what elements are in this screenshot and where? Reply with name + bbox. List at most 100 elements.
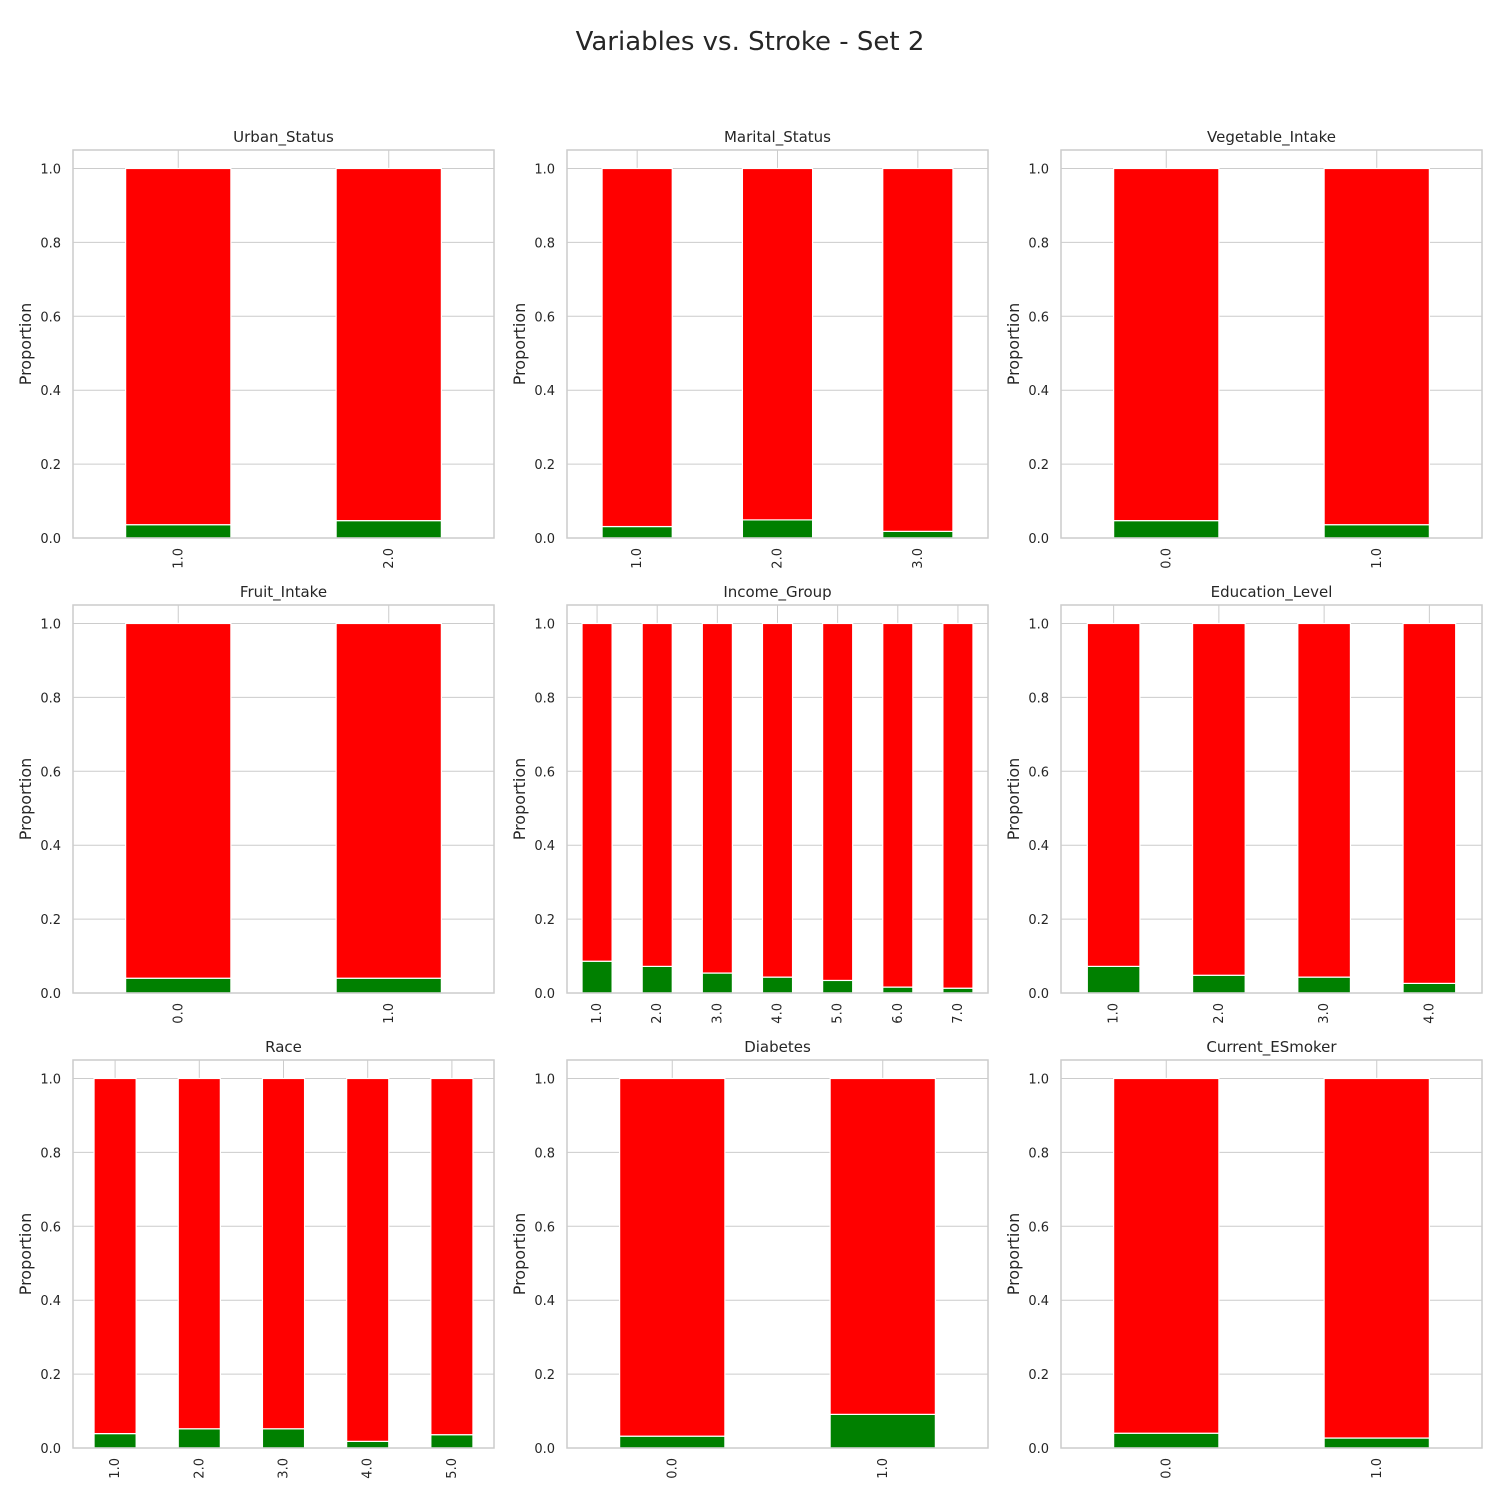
y-tick-label: 0.8 [534,691,555,706]
subplot-title: Vegetable_Intake [1207,128,1336,147]
bar-segment-2.0-series-0 [1191,974,1246,994]
bar-segment-1.0-series-0 [335,977,442,994]
bar-segment-1.0-series-1 [125,167,232,526]
y-tick-label: 0.6 [40,1220,61,1235]
bar-segment-0.0-series-0 [1113,1432,1220,1449]
y-tick-label: 0.2 [40,1368,61,1383]
y-tick-label: 0.2 [534,458,555,473]
bar-segment-1.0-series-1 [581,622,613,962]
bar-segment-2.0-series-1 [741,167,814,521]
bar-segment-1.0-series-0 [1323,1437,1430,1449]
subplot-title: Income_Group [723,583,831,602]
x-tick-label: 7.0 [951,1003,966,1024]
bar-segment-1.0-series-1 [1323,1077,1430,1439]
y-tick-label: 0.8 [40,691,61,706]
y-tick-label: 0.4 [534,839,555,854]
bar-segment-3.0-series-0 [882,530,954,539]
bar-segment-3.0-series-0 [261,1428,306,1449]
bar-segment-1.0-series-0 [581,960,613,994]
y-tick-label: 1.0 [534,162,555,177]
y-tick-label: 0.8 [1028,691,1049,706]
bar-segment-4.0-series-0 [346,1440,390,1449]
x-tick-label: 3.0 [710,1003,725,1024]
x-tick-label: 3.0 [277,1458,292,1479]
y-tick-label: 0.0 [40,1442,61,1457]
x-tick-label: 4.0 [1422,1003,1437,1024]
y-tick-label: 0.0 [534,987,555,1002]
bar-segment-2.0-series-1 [335,167,442,522]
bar-segment-6.0-series-0 [882,986,914,994]
bar-segment-3.0-series-1 [1297,622,1352,978]
bar-segment-0.0-series-1 [125,622,232,979]
bar-segment-3.0-series-0 [1297,976,1352,994]
x-tick-label: 1.0 [1370,1458,1385,1479]
bar-segment-0.0-series-1 [1113,167,1220,522]
y-tick-label: 0.2 [534,1368,555,1383]
axes-frame [72,604,495,994]
y-axis-label: Proportion [510,303,529,386]
bar-segment-4.0-series-1 [346,1077,390,1442]
bar-segment-0.0-series-0 [125,977,232,994]
bar-segment-6.0-series-1 [882,622,914,988]
y-tick-label: 0.4 [40,1294,61,1309]
bar-segment-1.0-series-1 [1086,622,1141,967]
x-tick-label: 1.0 [1370,548,1385,569]
y-tick-label: 0.0 [1028,532,1049,547]
y-tick-label: 0.6 [40,310,61,325]
subplot-title: Race [265,1038,302,1056]
subplot-4: 0.0 0.2 0.4 0.6 0.8 1.0 1.0 2.0 3.0 4.0 5.0 6.0 7.0 I… [510,583,989,1024]
bar-segment-2.0-series-0 [641,965,673,994]
subplot-title: Education_Level [1211,583,1333,602]
y-tick-label: 0.0 [40,532,61,547]
bar-segment-1.0-series-0 [601,525,673,539]
y-tick-label: 0.6 [1028,310,1049,325]
y-axis-label: Proportion [1004,303,1023,386]
y-tick-label: 0.6 [1028,765,1049,780]
axes-frame [72,149,495,539]
axes-frame [1060,1059,1483,1449]
subplot-5: 0.0 0.2 0.4 0.6 0.8 1.0 1.0 2.0 3.0 4.0 Education_… [1004,583,1483,1024]
y-tick-label: 1.0 [534,1072,555,1087]
y-tick-label: 0.2 [534,913,555,928]
y-tick-label: 0.8 [1028,1146,1049,1161]
y-tick-label: 0.2 [40,913,61,928]
axes-frame [566,1059,989,1449]
y-tick-label: 0.8 [40,236,61,251]
bar-segment-5.0-series-0 [430,1434,474,1449]
x-tick-label: 1.0 [630,548,645,569]
y-tick-label: 0.4 [534,1294,555,1309]
subplot-title: Marital_Status [724,128,831,147]
x-tick-label: 1.0 [590,1003,605,1024]
bar-segment-1.0-series-1 [93,1077,137,1435]
x-tick-label: 1.0 [108,1458,123,1479]
bar-segment-3.0-series-1 [261,1077,306,1430]
x-tick-label: 5.0 [831,1003,846,1024]
bar-segment-1.0-series-1 [1323,167,1430,526]
y-tick-label: 0.6 [534,765,555,780]
subplot-8: 0.0 0.2 0.4 0.6 0.8 1.0 0.0 1.0 Current_ESmoker P… [1004,1038,1483,1479]
subplot-7: 0.0 0.2 0.4 0.6 0.8 1.0 0.0 1.0 Diabetes Proporti… [510,1038,989,1479]
y-tick-label: 1.0 [1028,162,1049,177]
x-tick-label: 2.0 [650,1003,665,1024]
y-tick-label: 0.0 [534,1442,555,1457]
x-tick-label: 0.0 [171,1003,186,1024]
y-axis-label: Proportion [1004,758,1023,841]
y-tick-label: 0.4 [1028,839,1049,854]
axes-frame [72,1059,495,1449]
bar-segment-0.0-series-0 [619,1435,726,1449]
y-tick-label: 0.6 [534,1220,555,1235]
bar-segment-2.0-series-1 [177,1077,221,1430]
subplot-title: Fruit_Intake [240,583,327,602]
y-tick-label: 0.6 [1028,1220,1049,1235]
bar-segment-1.0-series-1 [601,167,673,528]
y-tick-label: 0.0 [40,987,61,1002]
subplot-1: 0.0 0.2 0.4 0.6 0.8 1.0 1.0 2.0 3.0 Marital_Statu… [510,128,989,569]
y-tick-label: 1.0 [534,617,555,632]
axes-frame [1060,604,1483,994]
y-tick-label: 0.2 [40,458,61,473]
x-tick-label: 6.0 [891,1003,906,1024]
bar-segment-0.0-series-1 [1113,1077,1220,1434]
axes-frame [566,149,989,539]
y-axis-label: Proportion [16,303,35,386]
